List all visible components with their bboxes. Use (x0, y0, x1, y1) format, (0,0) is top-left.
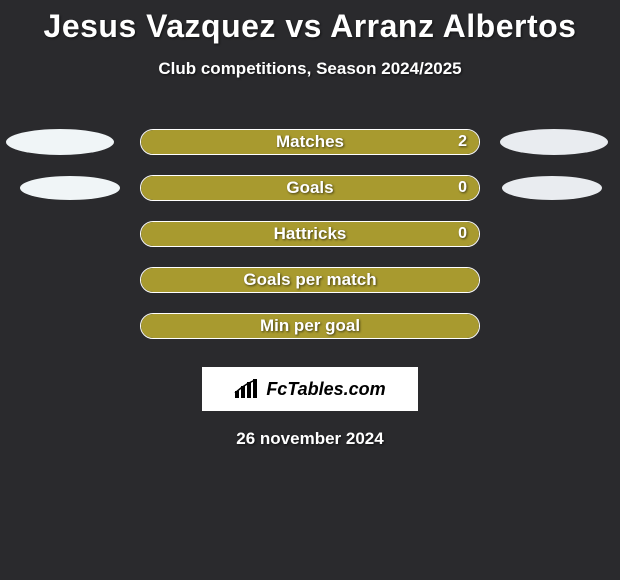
comparison-title: Jesus Vazquez vs Arranz Albertos (0, 8, 620, 45)
stat-label: Min per goal (141, 314, 479, 338)
player2-name: Arranz Albertos (330, 8, 576, 44)
logo-box: FcTables.com (202, 367, 418, 411)
player2-ellipse (502, 176, 602, 200)
logo-text: FcTables.com (266, 379, 385, 400)
player1-ellipse (6, 129, 114, 155)
stat-bar: Matches2 (140, 129, 480, 155)
stat-bar: Min per goal (140, 313, 480, 339)
stat-row: Goals0 (0, 165, 620, 211)
subtitle: Club competitions, Season 2024/2025 (0, 59, 620, 79)
stat-bar: Hattricks0 (140, 221, 480, 247)
date-text: 26 november 2024 (0, 429, 620, 449)
bars-icon (234, 379, 260, 399)
stat-bar: Goals0 (140, 175, 480, 201)
stat-bar: Goals per match (140, 267, 480, 293)
stats-list: Matches2Goals0Hattricks0Goals per matchM… (0, 119, 620, 349)
stat-value: 0 (458, 222, 467, 246)
infographic-container: Jesus Vazquez vs Arranz Albertos Club co… (0, 0, 620, 449)
player1-ellipse (20, 176, 120, 200)
stat-label: Goals (141, 176, 479, 200)
player2-ellipse (500, 129, 608, 155)
stat-label: Hattricks (141, 222, 479, 246)
player1-name: Jesus Vazquez (44, 8, 276, 44)
stat-value: 2 (458, 130, 467, 154)
stat-label: Matches (141, 130, 479, 154)
stat-row: Hattricks0 (0, 211, 620, 257)
stat-row: Matches2 (0, 119, 620, 165)
stat-row: Goals per match (0, 257, 620, 303)
vs-text: vs (285, 8, 322, 44)
stat-label: Goals per match (141, 268, 479, 292)
logo: FcTables.com (234, 379, 385, 400)
stat-row: Min per goal (0, 303, 620, 349)
stat-value: 0 (458, 176, 467, 200)
